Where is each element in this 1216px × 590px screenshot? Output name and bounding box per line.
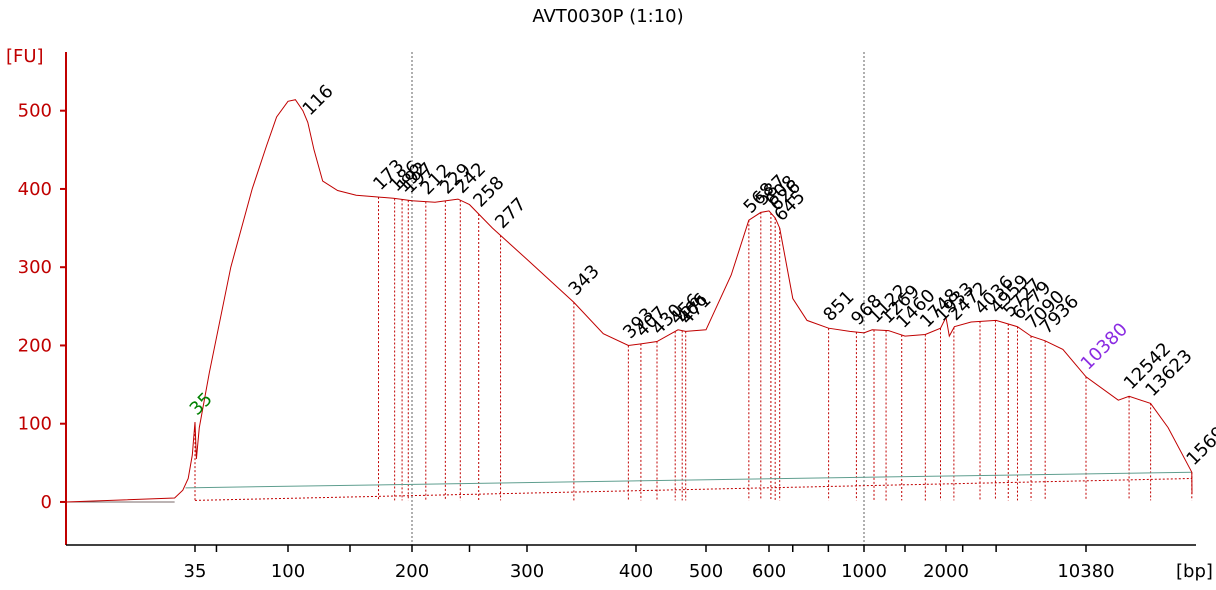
baseline-dotted	[194, 477, 1193, 501]
y-tick-label: 400	[18, 179, 52, 200]
baseline-group	[66, 471, 1193, 503]
reference-lines	[411, 52, 865, 545]
x-tick-label: 500	[689, 561, 723, 582]
x-axis-label: [bp]	[1176, 561, 1213, 582]
electropherogram-trace	[65, 99, 1193, 503]
x-ticks: 35 100 200 300 400 500 600 1000 2000 10380	[184, 545, 1115, 582]
x-tick-label: 2000	[923, 561, 969, 582]
y-tick-label: 100	[18, 414, 52, 435]
x-tick-label: 200	[395, 561, 429, 582]
y-tick-label: 200	[18, 335, 52, 356]
peak-label: 15690	[1183, 414, 1216, 469]
axes	[65, 52, 1196, 546]
chart-title: AVT0030P (1:10)	[532, 6, 684, 27]
baseline-fit	[185, 471, 1193, 489]
y-ticks: 0 100 200 300 400 500	[18, 101, 66, 513]
peak-label: 343	[565, 261, 604, 300]
peak-labels: 3511617318619219721222924225827734339340…	[186, 81, 1216, 470]
x-tick-label: 400	[619, 561, 653, 582]
peak-label: 10380	[1077, 319, 1132, 374]
y-tick-label: 300	[18, 257, 52, 278]
x-tick-label: 100	[271, 561, 305, 582]
x-tick-label: 10380	[1057, 561, 1114, 582]
x-tick-label: 300	[510, 561, 544, 582]
y-tick-label: 500	[18, 101, 52, 122]
peak-label: 35	[186, 389, 217, 420]
y-tick-label: 0	[41, 492, 52, 513]
x-tick-label: 1000	[841, 561, 887, 582]
x-tick-label: 600	[752, 561, 786, 582]
x-tick-label: 35	[184, 561, 207, 582]
peak-drop-lines	[194, 197, 1193, 501]
y-axis-label: [FU]	[6, 46, 44, 67]
peak-label: 277	[491, 194, 530, 233]
